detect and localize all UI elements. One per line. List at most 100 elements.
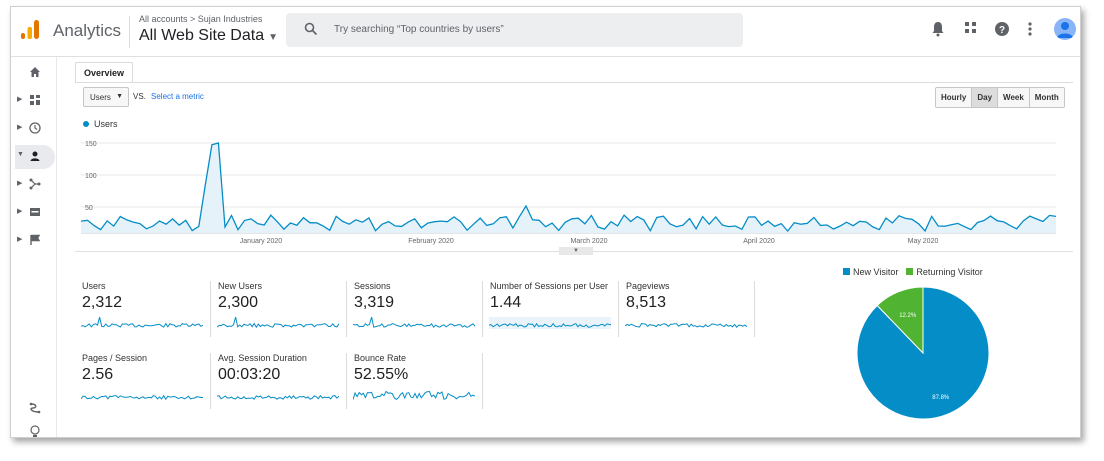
acquisition-icon [29,178,41,190]
scorecard-value: 1.44 [490,294,522,311]
nav-customization[interactable]: ▶ [15,89,55,113]
sparkline-path [217,317,339,329]
nav-acquisition[interactable]: ▶ [15,173,55,197]
header-divider [129,16,130,48]
flag-icon [30,234,41,245]
expand-arrow-icon: ▶ [17,236,23,243]
legend-swatch [843,268,850,275]
search-bar[interactable]: Try searching “Top countries by users” [286,13,743,47]
scorecard-value: 00:03:20 [218,366,281,383]
y-tick-label: 150 [85,141,97,148]
search-icon [304,22,318,36]
scorecard-label: Bounce Rate [354,353,407,363]
attribution-icon[interactable] [29,402,41,414]
legend-users-label: Users [94,119,118,129]
scorecard-value: 2,312 [82,294,123,311]
granularity-month[interactable]: Month [1029,88,1064,107]
sparkline-path [353,390,475,401]
sparkline [489,317,611,329]
visitor-pie-chart: 87.8% 12.2% [856,286,990,420]
bell-icon[interactable] [931,21,945,37]
x-tick-label: February 2020 [408,238,454,245]
scorecard-sessions-per-user[interactable]: Number of Sessions per User 1.44 [489,281,619,337]
x-tick-label: April 2020 [743,238,775,245]
chart-legend: Users [83,119,118,129]
caret-down-icon: ▼ [268,32,278,43]
nav-conversions[interactable]: ▶ [15,229,55,253]
sparkline [81,317,203,328]
y-tick-label: 50 [85,205,93,212]
pie-legend: New Visitor Returning Visitor [843,267,983,277]
scorecard-value: 2,300 [218,294,259,311]
scorecard-users[interactable]: Users 2,312 [81,281,211,337]
nav-behavior[interactable]: ▶ [15,201,55,225]
pie-slice-label: 12.2% [899,313,917,319]
sparkline-path [489,322,611,328]
x-tick-label: January 2020 [240,238,283,245]
property-selector[interactable]: All Web Site Data ▼ [139,27,278,45]
clock-icon [29,122,41,134]
avatar[interactable] [1054,18,1076,40]
legend-label: New Visitor [853,267,899,277]
legend-label: Returning Visitor [916,267,983,277]
legend-new-visitor[interactable]: New Visitor [843,267,898,277]
scorecard-label: Users [82,281,106,291]
scorecard-pageviews[interactable]: Pageviews 8,513 [625,281,755,337]
account-icon [1057,22,1073,38]
sparkline [217,317,339,329]
y-tick-label: 100 [85,173,97,180]
home-icon [30,67,40,77]
pie-slice[interactable] [876,286,924,355]
expand-arrow-icon: ▶ [17,208,23,215]
help-icon[interactable]: ? [994,21,1010,37]
sparkline-path [217,394,339,400]
expand-arrow-icon: ▶ [17,180,23,187]
left-nav: ▶ ▶ ▼ ▶ ▶ ▶ [11,57,57,438]
nav-realtime[interactable]: ▶ [15,117,55,141]
tab-underline [75,82,1073,83]
legend-returning-visitor[interactable]: Returning Visitor [906,267,983,277]
granularity-toggle: Hourly Day Week Month [935,87,1065,108]
sparkline-path [81,394,203,401]
person-icon [30,151,40,161]
sparkline [81,394,203,401]
sparkline [217,394,339,400]
metric-select[interactable]: Users ▼ [83,87,129,107]
more-vert-icon[interactable] [1027,21,1033,37]
behavior-icon [30,208,40,216]
sparkline-path [81,317,203,328]
x-tick-label: March 2020 [571,238,608,245]
sparkline [353,390,475,401]
scorecard-label: Avg. Session Duration [218,353,307,363]
expand-arrow-icon: ▶ [17,124,23,131]
analytics-logo-icon [21,20,39,39]
scorecard-value: 3,319 [354,294,395,311]
expand-arrow-icon: ▶ [17,96,23,103]
nav-audience[interactable]: ▼ [15,145,55,169]
granularity-day[interactable]: Day [972,88,999,107]
select-metric-link[interactable]: Select a metric [151,92,204,101]
scorecard-label: New Users [218,281,263,291]
granularity-week[interactable]: Week [998,88,1030,107]
scorecard-value: 52.55% [354,366,409,383]
account-breadcrumb[interactable]: All accounts > Sujan Industries [139,14,263,24]
vs-label: VS. [133,92,146,101]
scorecard-label: Number of Sessions per User [490,281,609,291]
sparkline [625,323,747,328]
metric-select-value: Users [90,93,111,102]
sparkline-path [625,323,747,328]
collapse-chart-button[interactable]: ▼ [559,247,593,255]
collapse-arrow-icon: ▼ [17,151,24,158]
scorecard-new-users[interactable]: New Users 2,300 [217,281,347,337]
tab-overview[interactable]: Overview [75,62,134,83]
scorecard-sessions[interactable]: Sessions 3,319 [353,281,483,337]
nav-home[interactable] [15,61,55,85]
apps-icon[interactable] [964,21,978,35]
lightbulb-icon[interactable] [29,425,41,438]
scorecard-bounce-rate[interactable]: Bounce Rate 52.55% [353,353,483,409]
scorecard-avg-session-duration[interactable]: Avg. Session Duration 00:03:20 [217,353,347,409]
granularity-hourly[interactable]: Hourly [936,88,973,107]
scorecard-value: 8,513 [626,294,667,311]
scorecard-pages-per-session[interactable]: Pages / Session 2.56 [81,353,211,409]
caret-down-icon: ▼ [116,93,123,100]
